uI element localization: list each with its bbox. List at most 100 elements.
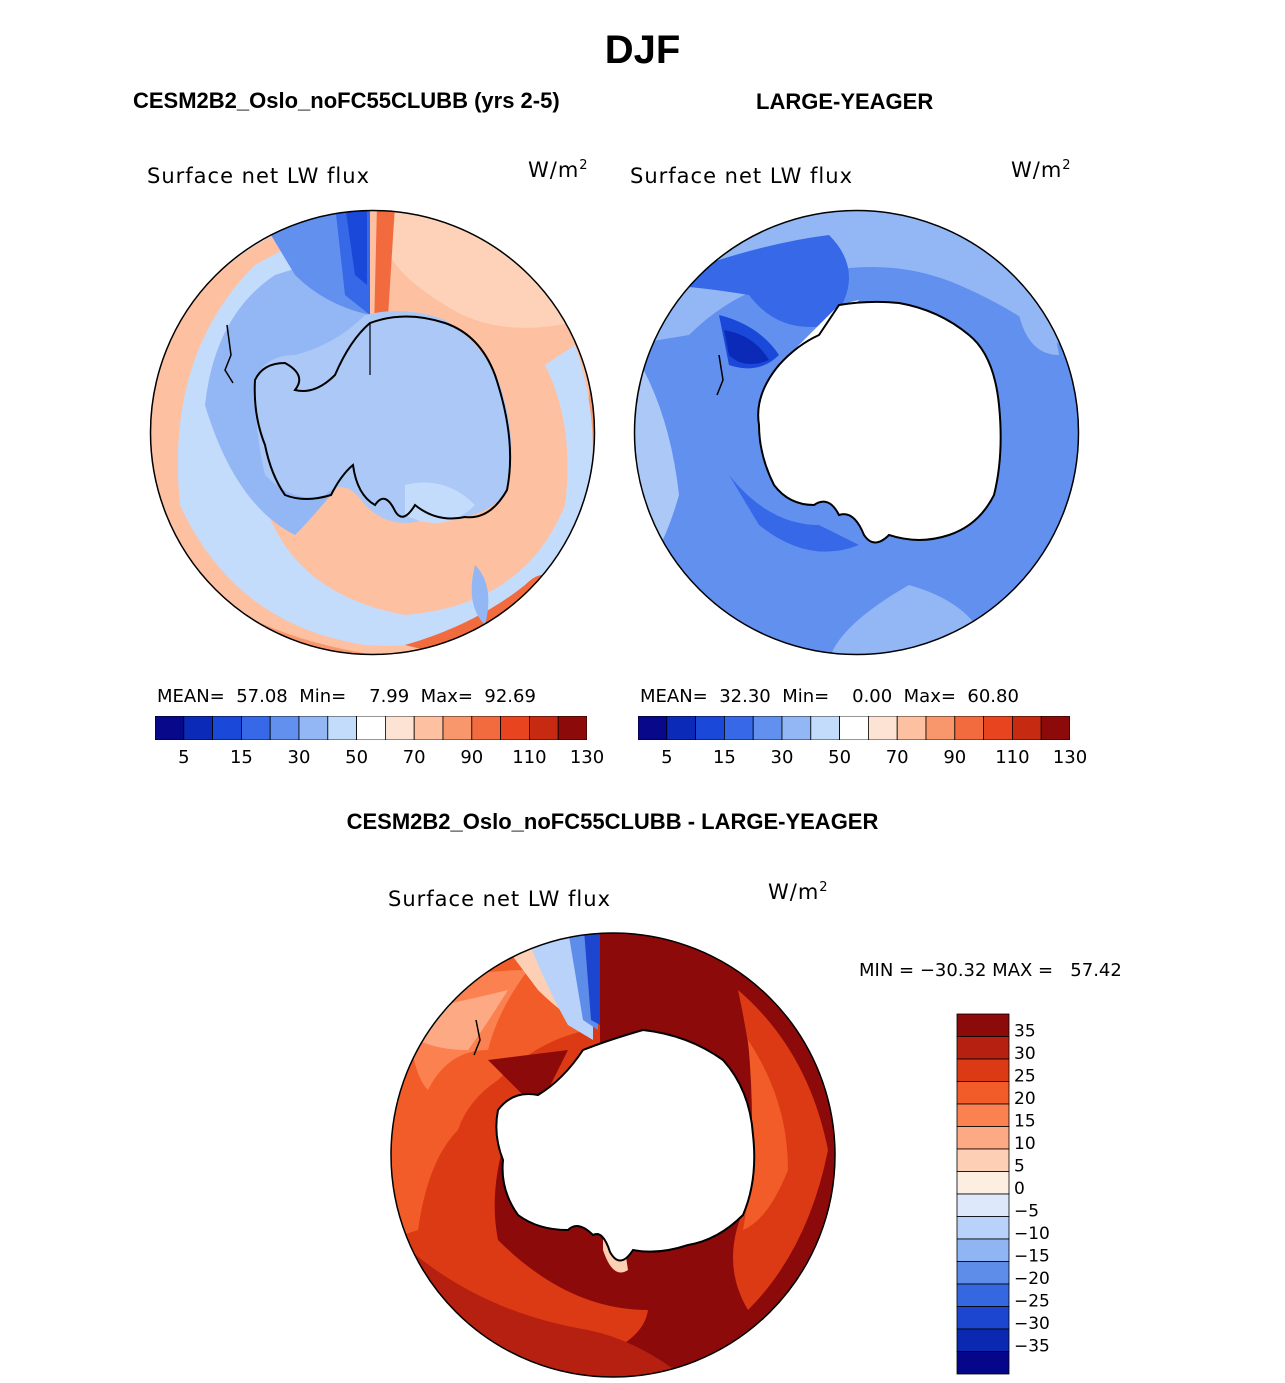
panel1-colorbar-swatch: [269, 716, 300, 740]
panel2-colorbar-swatch: [1011, 716, 1042, 740]
panel2-colorbar-tick-label: 110: [995, 747, 1030, 768]
panel3-map: [390, 932, 836, 1378]
panel3-colorbar-swatch: [956, 1261, 1010, 1285]
right-panel-title: LARGE-YEAGER: [756, 89, 934, 114]
panel3-range-text: MIN = −30.32 MAX = 57.42: [859, 960, 1122, 981]
panel1-colorbar-swatch: [442, 716, 473, 740]
panel3-colorbar-level-label: 30: [1014, 1044, 1036, 1064]
panel2-colorbar-tick-label: 30: [770, 747, 794, 768]
panel2-colorbar-swatch: [867, 716, 898, 740]
panel2-colorbar-swatch: [752, 716, 783, 740]
panel3-colorbar-swatch: [956, 1148, 1010, 1172]
panel3-border: [390, 932, 836, 1378]
panel2-colorbar-swatch: [724, 716, 754, 740]
panel3-colorbar-swatch: [956, 1081, 1010, 1105]
panel1-units: W/m2: [528, 158, 589, 182]
panel2-colorbar-swatch: [810, 716, 841, 740]
panel1-colorbar-swatch: [183, 716, 213, 740]
panel3-colorbar-level-label: 15: [1014, 1112, 1036, 1132]
panel1-colorbar-swatch: [356, 716, 386, 740]
panel2-colorbar-tick-label: 90: [943, 747, 967, 768]
panel1-colorbar-swatch: [155, 716, 185, 740]
panel3-colorbar-level-label: 20: [1014, 1089, 1036, 1109]
panel1-colorbar-tick-label: 110: [512, 747, 547, 768]
panel1-colorbar-tick-label: 70: [402, 747, 426, 768]
panel3-colorbar-level-label: −20: [1014, 1269, 1050, 1289]
panel2-colorbar-tick-label: 70: [885, 747, 909, 768]
panel3-variable-label: Surface net LW flux: [388, 887, 611, 911]
panel2-stats: MEAN= 32.30 Min= 0.00 Max= 60.80: [640, 686, 1019, 707]
panel3-units: W/m2: [768, 880, 829, 904]
panel2-colorbar-swatch: [925, 716, 956, 740]
panel3-colorbar-swatch: [956, 1036, 1010, 1060]
panel3-colorbar-level-label: 10: [1014, 1134, 1036, 1154]
panel3-colorbar-swatch: [956, 1193, 1010, 1217]
panel1-colorbar: [155, 716, 587, 740]
panel2-colorbar-swatch: [781, 716, 812, 740]
panel1-stats: MEAN= 57.08 Min= 7.99 Max= 92.69: [157, 686, 536, 707]
panel1-colorbar-ticks: 5 15 30 50 70 90 110 130: [155, 747, 604, 771]
panel1-colorbar-tick-label: 130: [569, 747, 605, 768]
panel2-colorbar-tick-label: 5: [661, 747, 673, 768]
panel1-coastline: [253, 315, 512, 520]
panel3-colorbar-swatch: [956, 1126, 1010, 1150]
panel2-colorbar-swatch: [638, 716, 668, 740]
panel1-colorbar-tick-label: 15: [229, 747, 253, 768]
left-panel-title: CESM2B2_Oslo_noFC55CLUBB (yrs 2-5): [133, 88, 560, 113]
panel1-colorbar-swatch: [471, 716, 501, 740]
panel3-colorbar-level-label: 35: [1014, 1022, 1036, 1042]
panel2-colorbar-tick-label: 50: [828, 747, 852, 768]
panel3-colorbar-level-label: 25: [1014, 1067, 1036, 1087]
panel1-colorbar-tick-label: 50: [345, 747, 369, 768]
panel3-colorbar-swatch: [956, 1238, 1010, 1262]
panel3-colorbar-swatch: [956, 1306, 1010, 1330]
panel2-colorbar-swatch: [896, 716, 927, 740]
panel1-colorbar-swatch: [327, 716, 358, 740]
panel2-units: W/m2: [1011, 158, 1072, 182]
panel1-colorbar-swatch: [384, 716, 415, 740]
panel1-colorbar-tick-label: 90: [460, 747, 484, 768]
panel3-colorbar-level-label: −15: [1014, 1247, 1050, 1267]
panel3-colorbar-swatch: [956, 1013, 1010, 1037]
panel3-colorbar-level-label: −35: [1014, 1337, 1050, 1357]
panel2-colorbar-tick-label: 15: [712, 747, 736, 768]
panel3-field: [391, 933, 835, 1377]
panel2-colorbar-swatch: [695, 716, 725, 740]
panel1-field: [150, 210, 595, 655]
panel1-colorbar-swatch: [557, 716, 587, 740]
panel3-colorbar-swatch: [956, 1058, 1010, 1082]
panel2-colorbar-ticks: 5 15 30 50 70 90 110 130: [638, 747, 1087, 771]
panel2-colorbar-swatch: [839, 716, 869, 740]
panel1-colorbar-swatch: [413, 716, 444, 740]
panel1-border: [149, 209, 596, 656]
panel1-colorbar-swatch: [298, 716, 329, 740]
diff-panel-title: CESM2B2_Oslo_noFC55CLUBB - LARGE-YEAGER: [346, 809, 879, 834]
panel3-colorbar-swatch: [956, 1103, 1010, 1127]
panel1-colorbar-swatch: [528, 716, 559, 740]
panel2-colorbar-swatch: [1040, 716, 1070, 740]
panel3-colorbar-swatch: [956, 1283, 1010, 1307]
panel3-colorbar-level-label: 5: [1014, 1157, 1025, 1177]
panel2-map: [633, 209, 1080, 656]
panel3-colorbar-swatch: [956, 1171, 1010, 1195]
panel1-variable-label: Surface net LW flux: [147, 164, 370, 188]
panel3-colorbar-level-label: −30: [1014, 1314, 1050, 1334]
panel3-colorbar-level-label: −10: [1014, 1224, 1050, 1244]
panel2-colorbar-swatch: [666, 716, 696, 740]
panel3-colorbar-swatch: [956, 1351, 1010, 1375]
figure-title: DJF: [604, 28, 681, 72]
panel2-colorbar-swatch: [954, 716, 984, 740]
panel1-colorbar-swatch: [500, 716, 530, 740]
panel2-border: [633, 209, 1080, 656]
panel3-colorbar-level-label: −5: [1014, 1202, 1039, 1222]
panel1-colorbar-swatch: [212, 716, 242, 740]
panel3-colorbar-swatch: [956, 1328, 1010, 1352]
panel2-field: [634, 210, 1079, 655]
panel3-coastline: [495, 1028, 756, 1262]
panel2-colorbar-tick-label: 130: [1052, 747, 1088, 768]
panel1-colorbar-tick-label: 30: [287, 747, 311, 768]
panel2-colorbar: [638, 716, 1070, 740]
panel3-colorbar-level-label: 0: [1014, 1179, 1025, 1199]
panel2-colorbar-swatch: [983, 716, 1013, 740]
